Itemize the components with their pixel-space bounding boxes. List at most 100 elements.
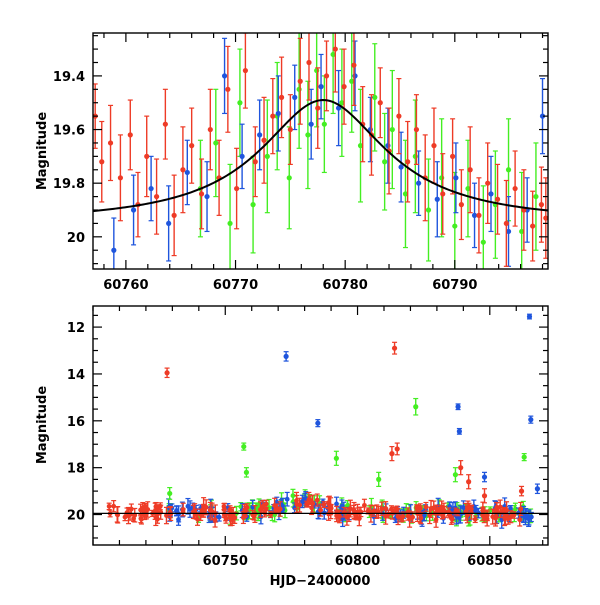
bottom-red-outlier-point: [391, 345, 398, 351]
top-red-point: [543, 215, 548, 221]
top-red-point: [512, 185, 518, 192]
bottom-panel-ticks: 60750 60800 60850 12 14 16 18 20: [67, 306, 548, 569]
bottom-red-band-point: [400, 514, 406, 519]
top-blue-point: [539, 113, 546, 119]
bottom-blue-band-point: [216, 514, 222, 520]
bottom-red-outlier-point: [481, 493, 488, 499]
top-blue-point: [221, 73, 228, 79]
bottom-red-band-point: [379, 506, 385, 512]
top-panel: 60760 60770 60780 60790 19.4 19.6 19.8 20 Magni…: [35, 32, 549, 293]
top-red-point: [234, 185, 240, 192]
bottom-red-band-point: [484, 512, 490, 518]
top-green-point: [372, 94, 378, 100]
bottom-blue-band-point: [508, 506, 513, 511]
top-red-point: [207, 126, 213, 133]
top-green-point: [237, 100, 243, 106]
bottom-red-band-point: [356, 516, 362, 521]
top-red-point: [476, 212, 482, 218]
bottom-blue-outlier-point: [455, 404, 461, 410]
top-blue-point: [111, 247, 117, 253]
top-red-point: [198, 191, 205, 197]
bottom-y-tick-label: 16: [67, 415, 85, 430]
top-x-tick-label: 60780: [323, 278, 368, 293]
bottom-red-outlier-point: [164, 370, 170, 376]
bottom-red-band-point: [351, 507, 357, 513]
bottom-red-band-point: [431, 505, 437, 511]
top-green-point: [480, 239, 486, 245]
top-red-point: [323, 73, 330, 79]
top-red-point: [127, 132, 133, 138]
top-green-point: [402, 191, 409, 197]
top-blue-point: [148, 185, 154, 192]
bottom-blue-outlier-point: [481, 474, 488, 480]
bottom-red-band-point: [201, 508, 206, 514]
bottom-red-band-point: [480, 506, 486, 511]
bottom-blue-band-point: [456, 515, 462, 521]
top-blue-point: [434, 196, 440, 202]
top-red-point: [171, 212, 177, 218]
bottom-blue-outlier-point: [534, 486, 541, 492]
top-green-point: [227, 220, 233, 227]
bottom-green-outlier-point: [241, 443, 247, 450]
bottom-red-band-point: [437, 508, 443, 514]
top-red-point: [297, 78, 303, 84]
bottom-red-band-point: [277, 506, 283, 512]
bottom-red-band-point: [263, 507, 269, 512]
top-green-point: [465, 185, 471, 192]
top-red-point: [530, 223, 536, 229]
top-green-point: [330, 51, 336, 58]
top-red-point: [189, 143, 195, 149]
bottom-red-band-point: [228, 515, 233, 521]
top-red-point: [225, 86, 231, 92]
bottom-red-band-point: [209, 509, 215, 514]
bottom-red-outlier-point: [458, 465, 464, 471]
top-blue-point: [130, 207, 137, 213]
top-green-point: [389, 126, 395, 133]
bottom-blue-band-point: [526, 516, 532, 522]
top-red-point: [99, 159, 105, 165]
top-y-tick-label: 20: [67, 231, 85, 246]
bottom-blue-outlier-point: [526, 313, 533, 320]
bottom-blue-band-point: [174, 508, 179, 513]
top-red-point: [494, 196, 501, 202]
top-red-point: [287, 126, 293, 133]
top-blue-point: [257, 132, 263, 138]
top-green-point: [296, 86, 302, 92]
top-green-point: [439, 175, 445, 181]
top-blue-point: [453, 175, 459, 181]
top-red-point: [242, 67, 248, 74]
bottom-blue-band-point: [473, 506, 479, 512]
bottom-x-tick-label: 60750: [203, 554, 248, 569]
bottom-blue-band-point: [334, 501, 339, 507]
top-y-tick-label: 19.4: [53, 70, 85, 85]
bottom-red-band-point: [212, 517, 218, 523]
top-red-point: [405, 159, 411, 165]
bottom-red-band-point: [468, 510, 474, 515]
bottom-red-band-point: [221, 504, 227, 509]
top-blue-point: [385, 143, 391, 149]
bottom-red-band-point: [423, 504, 429, 510]
bottom-blue-outlier-point: [315, 420, 321, 426]
top-x-tick-label: 60770: [213, 278, 258, 293]
bottom-red-band-point: [223, 516, 229, 522]
top-green-point: [519, 228, 525, 235]
bottom-blue-band-point: [176, 517, 181, 522]
bottom-red-band-point: [362, 502, 367, 508]
top-red-point: [538, 202, 545, 208]
bottom-x-axis-label: HJD−2400000: [270, 574, 371, 589]
bottom-y-tick-label: 20: [67, 509, 85, 524]
bottom-green-band-point: [345, 502, 351, 508]
bottom-red-band-point: [192, 508, 198, 514]
bottom-y-axis-label: Magnitude: [35, 386, 50, 465]
top-blue-point: [184, 169, 190, 176]
top-red-point: [377, 100, 383, 106]
bottom-blue-band-point: [299, 499, 305, 504]
top-y-tick-label: 19.6: [53, 124, 85, 139]
top-green-point: [314, 67, 320, 74]
bottom-red-outlier-point: [466, 479, 472, 485]
bottom-red-band-point: [307, 497, 313, 503]
bottom-blue-outlier-point: [528, 417, 534, 423]
bottom-red-band-point: [240, 515, 246, 520]
bottom-red-band-point: [472, 516, 478, 522]
